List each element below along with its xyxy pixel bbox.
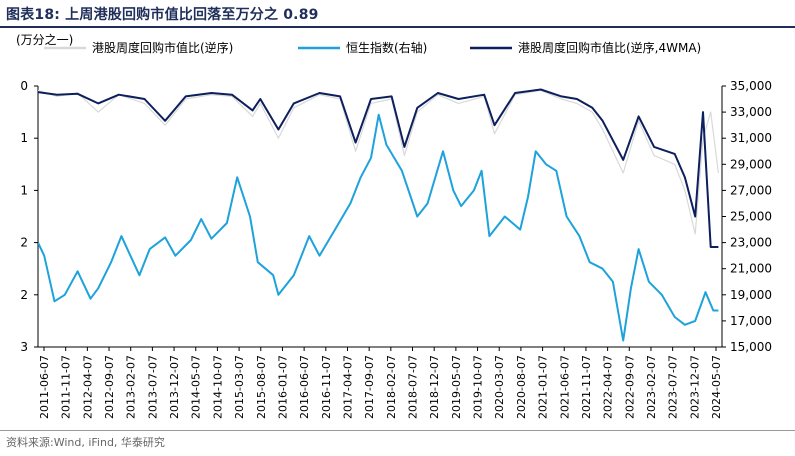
x-tick-label-9: 2015-03-07 xyxy=(233,355,246,419)
x-tick-label-2: 2012-04-07 xyxy=(81,355,94,419)
x-tick-label-27: 2022-09-07 xyxy=(623,355,636,419)
right-tick-label-5: 25,000 xyxy=(730,210,772,224)
x-tick-label-29: 2023-07-07 xyxy=(667,355,680,419)
x-tick-label-20: 2019-10-07 xyxy=(472,355,485,419)
x-tick-label-5: 2013-07-07 xyxy=(146,355,159,419)
x-tick-label-28: 2023-02-07 xyxy=(645,355,658,419)
x-tick-label-7: 2014-05-07 xyxy=(190,355,203,419)
x-tick-label-19: 2019-05-07 xyxy=(450,355,463,419)
x-tick-label-13: 2016-11-07 xyxy=(320,355,333,419)
x-tick-label-26: 2022-04-07 xyxy=(602,355,615,419)
left-tick-label-2: 1 xyxy=(20,183,28,197)
figure-label: 图表18: xyxy=(6,7,61,23)
x-tick-label-24: 2021-06-07 xyxy=(558,355,571,419)
left-tick-label-5: 3 xyxy=(20,340,28,354)
right-tick-label-1: 33,000 xyxy=(730,105,772,119)
series-line-0 xyxy=(38,89,719,235)
chart-title: 图表18: 上周港股回购市值比回落至万分之 0.89 xyxy=(6,4,319,24)
left-tick-label-4: 2 xyxy=(20,288,28,302)
x-tick-label-21: 2020-03-07 xyxy=(493,355,506,419)
dual-axis-line-chart: (万分之一) 港股周度回购市值比(逆序) 恒生指数(右轴) 港股周度回购市值比(逆序,… xyxy=(16,33,772,419)
legend-label-1: 恒生指数(右轴) xyxy=(346,40,427,55)
right-tick-label-3: 29,000 xyxy=(730,157,772,171)
x-tick-label-6: 2013-12-07 xyxy=(168,355,181,419)
series-line-1 xyxy=(38,113,719,342)
right-tick-label-7: 21,000 xyxy=(730,262,772,276)
series-line-2 xyxy=(38,88,719,248)
left-axis-unit: (万分之一) xyxy=(16,33,73,47)
x-tick-label-16: 2018-02-07 xyxy=(385,355,398,419)
right-tick-label-8: 19,000 xyxy=(730,288,772,302)
source-note: 资料来源:Wind, iFind, 华泰研究 xyxy=(6,436,165,449)
right-tick-label-0: 35,000 xyxy=(730,79,772,93)
x-tick-label-4: 2013-02-07 xyxy=(125,355,138,419)
x-tick-label-0: 2011-06-07 xyxy=(38,355,51,419)
x-tick-label-18: 2018-12-07 xyxy=(428,355,441,419)
footer-divider xyxy=(0,430,795,431)
figure-title: 上周港股回购市值比回落至万分之 0.89 xyxy=(65,7,319,23)
legend-label-2: 港股周度回购市值比(逆序,4WMA) xyxy=(518,40,701,55)
x-tick-label-10: 2015-08-07 xyxy=(255,355,268,419)
x-tick-label-3: 2012-09-07 xyxy=(103,355,116,419)
x-tick-label-11: 2016-01-07 xyxy=(276,355,289,419)
x-tick-label-22: 2020-08-07 xyxy=(515,355,528,419)
right-tick-label-2: 31,000 xyxy=(730,131,772,145)
right-tick-label-9: 17,000 xyxy=(730,314,772,328)
x-tick-label-12: 2016-06-07 xyxy=(298,355,311,419)
left-tick-label-0: 0 xyxy=(20,79,28,93)
left-tick-label-3: 2 xyxy=(20,236,28,250)
x-tick-label-23: 2021-01-07 xyxy=(537,355,550,419)
x-tick-label-1: 2011-11-07 xyxy=(60,355,73,419)
x-tick-label-25: 2021-11-07 xyxy=(580,355,593,419)
x-tick-label-15: 2017-09-07 xyxy=(363,355,376,419)
left-tick-label-1: 1 xyxy=(20,131,28,145)
x-tick-label-17: 2018-07-07 xyxy=(407,355,420,419)
x-tick-label-31: 2024-05-07 xyxy=(710,355,723,419)
right-tick-label-6: 23,000 xyxy=(730,236,772,250)
x-tick-label-30: 2023-12-07 xyxy=(688,355,701,419)
right-tick-label-4: 27,000 xyxy=(730,183,772,197)
legend-label-0: 港股周度回购市值比(逆序) xyxy=(92,40,233,55)
right-tick-label-10: 15,000 xyxy=(730,340,772,354)
x-tick-label-8: 2014-10-07 xyxy=(211,355,224,419)
title-divider xyxy=(0,26,795,28)
x-tick-label-14: 2017-04-07 xyxy=(341,355,354,419)
